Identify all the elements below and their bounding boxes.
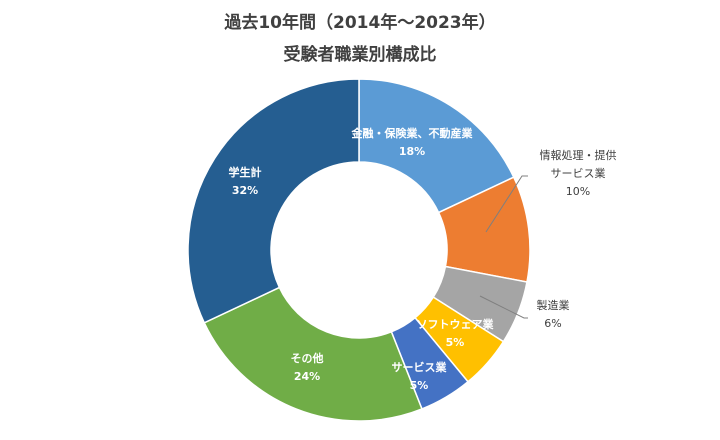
- slice-value-label: 24%: [294, 370, 320, 383]
- slice-category-label: 金融・保険業、不動産業: [351, 126, 474, 140]
- chart-title-line1: 過去10年間（2014年～2023年）: [224, 13, 496, 33]
- slice-value-label: 10%: [566, 185, 590, 198]
- slice-category-label: 製造業: [537, 298, 570, 312]
- donut-slice: [358, 78, 515, 214]
- donut-slice: [187, 78, 360, 324]
- slice-category-label: サービス業: [551, 167, 606, 180]
- slice-category-label: 情報処理・提供: [540, 148, 617, 162]
- slice-value-label: 5%: [410, 379, 429, 392]
- slice-category-label: 学生計: [229, 165, 262, 179]
- slice-value-label: 18%: [399, 145, 425, 158]
- slice-category-label: ソフトウェア業: [417, 317, 495, 331]
- leader-line: [485, 175, 528, 233]
- slice-value-label: 32%: [232, 184, 258, 197]
- slice-category-label: サービス業: [392, 360, 448, 374]
- leader-line: [479, 295, 528, 319]
- slice-value-label: 6%: [544, 317, 561, 330]
- donut-slice: [203, 286, 423, 422]
- slice-category-label: その他: [291, 351, 324, 365]
- chart-title-line2: 受験者職業別構成比: [283, 45, 437, 65]
- slice-value-label: 5%: [446, 336, 465, 349]
